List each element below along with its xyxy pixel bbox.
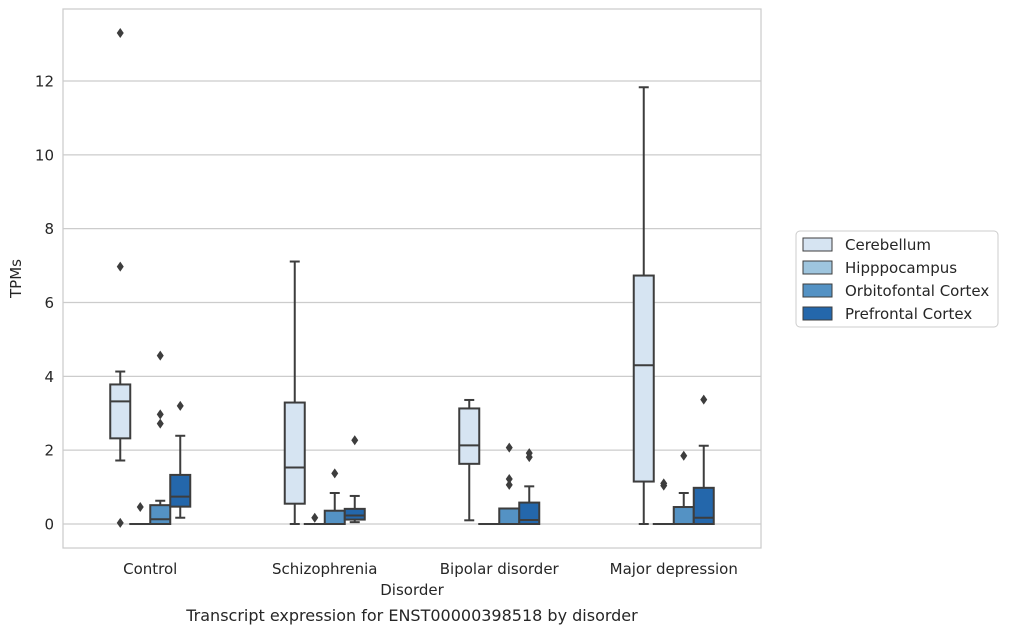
outlier-point	[660, 478, 668, 489]
outlier-point	[116, 27, 124, 38]
box-hipppocampus	[129, 502, 152, 526]
box-hipppocampus	[303, 512, 326, 526]
outlier-point	[136, 502, 144, 513]
outlier-point	[116, 261, 124, 272]
y-axis-label: TPMs	[7, 259, 25, 299]
box-orbitofontal-cortex	[498, 442, 521, 526]
legend-frame	[795, 230, 999, 328]
y-tick-label: 6	[44, 294, 54, 312]
box-prefrontal-cortex	[343, 435, 366, 524]
outlier-point	[176, 400, 184, 411]
y-tick-label: 12	[35, 72, 54, 90]
box-hipppocampus	[652, 478, 675, 526]
outlier-point	[505, 442, 513, 453]
iqr-box	[109, 383, 132, 440]
x-tick-labels: Control Schizophrenia Bipolar disorder Majo…	[123, 560, 738, 578]
legend-swatch	[802, 237, 833, 252]
iqr-box	[323, 509, 346, 526]
outlier-point	[351, 435, 359, 446]
box-orbitofontal-cortex	[323, 468, 346, 526]
iqr-box	[498, 507, 521, 526]
legend-swatch	[802, 283, 833, 298]
y-tick-labels: 0 2 4 6 8 10 12	[35, 72, 54, 533]
box-cerebellum	[109, 27, 132, 528]
iqr-box	[518, 501, 541, 526]
y-tick-label: 4	[44, 368, 54, 386]
outlier-point	[525, 452, 533, 463]
iqr-box	[672, 506, 695, 526]
outlier-point	[156, 418, 164, 429]
x-tick-label: Bipolar disorder	[440, 560, 560, 578]
iqr-box	[149, 504, 172, 526]
outlier-point	[680, 450, 688, 461]
box-orbitofontal-cortex	[149, 350, 172, 526]
legend-label: Cerebellum	[845, 236, 931, 254]
x-tick-label: Control	[123, 560, 177, 578]
outlier-point	[331, 468, 339, 479]
box-cerebellum	[632, 86, 655, 526]
box-orbitofontal-cortex	[672, 450, 695, 526]
x-tick-label: Schizophrenia	[272, 560, 377, 578]
plot-area	[109, 27, 715, 528]
y-tick-label: 2	[44, 442, 54, 460]
legend-label: Orbitofontal Cortex	[845, 282, 989, 300]
y-tick-label: 10	[35, 146, 54, 164]
legend-label: Hipppocampus	[845, 259, 957, 277]
iqr-box	[632, 274, 655, 483]
outlier-point	[156, 409, 164, 420]
iqr-box	[283, 401, 306, 505]
outlier-point	[505, 479, 513, 490]
y-tick-label: 0	[44, 516, 54, 534]
outlier-point	[156, 350, 164, 361]
outlier-point	[311, 512, 319, 523]
figure-caption: Transcript expression for ENST0000039851…	[186, 606, 638, 625]
x-axis-label: Disorder	[380, 581, 444, 599]
x-tick-label: Major depression	[610, 560, 738, 578]
legend-label: Prefrontal Cortex	[845, 305, 972, 323]
grid-lines	[63, 80, 761, 525]
legend-swatch	[802, 306, 833, 321]
box-prefrontal-cortex	[692, 394, 715, 526]
iqr-box	[343, 507, 366, 521]
box-cerebellum	[283, 260, 306, 526]
outlier-point	[116, 517, 124, 528]
box-prefrontal-cortex	[169, 400, 192, 519]
iqr-box	[169, 473, 192, 508]
box-cerebellum	[458, 398, 481, 522]
plot-frame	[62, 8, 762, 549]
iqr-box	[692, 486, 715, 526]
outlier-point	[700, 394, 708, 405]
box-prefrontal-cortex	[518, 448, 541, 526]
legend-swatch	[802, 260, 833, 275]
y-tick-label: 8	[44, 220, 54, 238]
outlier-point	[505, 473, 513, 484]
legend: Cerebellum Hipppocampus Orbitofontal Corte…	[795, 230, 999, 328]
iqr-box	[458, 407, 481, 465]
